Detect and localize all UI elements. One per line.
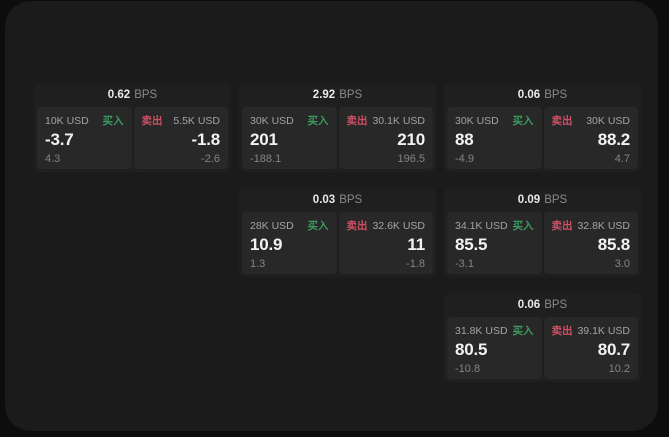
sell-tile[interactable]: 卖出 39.1K USD 80.7 10.2 — [543, 317, 638, 379]
sell-price: 80.7 — [597, 340, 630, 359]
buy-price: 80.5 — [455, 340, 488, 359]
buy-tile[interactable]: 30K USD 买入 88 -4.9 — [447, 107, 542, 169]
sell-label: 卖出 — [346, 115, 368, 127]
buy-change: -10.8 — [455, 363, 481, 375]
sell-tile[interactable]: 卖出 5.5K USD -1.8 -2.6 — [133, 107, 228, 169]
bps-header: 2.92 BPS — [239, 83, 436, 107]
buy-label: 买入 — [307, 220, 329, 232]
quote-card: 0.06 BPS 30K USD 买入 88 -4.9 卖出 30K USD 8… — [444, 83, 641, 172]
buy-tile[interactable]: 10K USD 买入 -3.7 4.3 — [37, 107, 132, 169]
quote-card: 0.03 BPS 28K USD 买入 10.9 1.3 卖出 32.6K US… — [239, 188, 436, 277]
bps-unit: BPS — [134, 89, 158, 101]
sell-size-label: 30.1K USD — [372, 114, 425, 127]
bps-unit: BPS — [339, 194, 363, 206]
buy-tile[interactable]: 30K USD 买入 201 -188.1 — [242, 107, 337, 169]
sell-change: 10.2 — [608, 363, 630, 375]
buy-label: 买入 — [307, 115, 329, 127]
bps-value: 0.09 — [517, 194, 541, 206]
sell-change: 3.0 — [614, 258, 630, 270]
sell-label: 卖出 — [346, 220, 368, 232]
quote-card: 0.62 BPS 10K USD 买入 -3.7 4.3 卖出 5.5K USD… — [34, 83, 231, 172]
sell-label: 卖出 — [551, 115, 573, 127]
buy-tile[interactable]: 31.8K USD 买入 80.5 -10.8 — [447, 317, 542, 379]
buy-change: -4.9 — [455, 153, 474, 165]
bps-unit: BPS — [339, 89, 363, 101]
buy-change: 1.3 — [250, 258, 266, 270]
buy-label: 买入 — [512, 220, 534, 232]
sell-label: 卖出 — [551, 220, 573, 232]
buy-price: 85.5 — [455, 235, 488, 254]
sell-size-label: 39.1K USD — [577, 324, 630, 337]
quote-card: 2.92 BPS 30K USD 买入 201 -188.1 卖出 30.1K … — [239, 83, 436, 172]
sell-price: 88.2 — [597, 130, 630, 149]
sell-price: 85.8 — [597, 235, 630, 254]
buy-size-label: 30K USD — [250, 114, 294, 127]
bps-unit: BPS — [544, 299, 568, 311]
bps-header: 0.03 BPS — [239, 188, 436, 212]
quote-card: 0.06 BPS 31.8K USD 买入 80.5 -10.8 卖出 39.1… — [444, 293, 641, 382]
bps-header: 0.62 BPS — [34, 83, 231, 107]
buy-price: 10.9 — [250, 235, 283, 254]
buy-size-label: 10K USD — [45, 114, 89, 127]
bps-value: 0.62 — [107, 89, 131, 101]
buy-size-label: 28K USD — [250, 219, 294, 232]
sell-price: 210 — [397, 130, 425, 149]
buy-size-label: 34.1K USD — [455, 219, 508, 232]
sell-size-label: 32.6K USD — [372, 219, 425, 232]
buy-label: 买入 — [512, 325, 534, 337]
buy-label: 买入 — [512, 115, 534, 127]
bps-unit: BPS — [544, 89, 568, 101]
sell-size-label: 32.8K USD — [577, 219, 630, 232]
sell-price: 11 — [407, 235, 425, 254]
buy-price: -3.7 — [45, 130, 74, 149]
buy-tile[interactable]: 34.1K USD 买入 85.5 -3.1 — [447, 212, 542, 274]
sell-price: -1.8 — [191, 130, 221, 149]
buy-price: 201 — [250, 130, 278, 149]
quote-card: 0.09 BPS 34.1K USD 买入 85.5 -3.1 卖出 32.8K… — [444, 188, 641, 277]
buy-size-label: 31.8K USD — [455, 324, 508, 337]
sell-label: 卖出 — [551, 325, 573, 337]
sell-tile[interactable]: 卖出 32.8K USD 85.8 3.0 — [543, 212, 638, 274]
bps-value: 2.92 — [312, 89, 336, 101]
sell-change: -2.6 — [201, 153, 220, 165]
bps-value: 0.06 — [517, 299, 541, 311]
sell-change: -1.8 — [406, 258, 425, 270]
bps-header: 0.09 BPS — [444, 188, 641, 212]
sell-label: 卖出 — [141, 115, 163, 127]
sell-tile[interactable]: 卖出 30.1K USD 210 196.5 — [338, 107, 433, 169]
buy-label: 买入 — [102, 115, 124, 127]
bps-header: 0.06 BPS — [444, 293, 641, 317]
buy-price: 88 — [455, 130, 474, 149]
buy-change: -3.1 — [455, 258, 474, 270]
sell-change: 4.7 — [614, 153, 630, 165]
bps-value: 0.06 — [517, 89, 541, 101]
buy-change: 4.3 — [45, 153, 61, 165]
buy-tile[interactable]: 28K USD 买入 10.9 1.3 — [242, 212, 337, 274]
sell-size-label: 30K USD — [586, 114, 630, 127]
sell-change: 196.5 — [397, 153, 425, 165]
buy-size-label: 30K USD — [455, 114, 499, 127]
sell-tile[interactable]: 卖出 30K USD 88.2 4.7 — [543, 107, 638, 169]
bps-header: 0.06 BPS — [444, 83, 641, 107]
sell-size-label: 5.5K USD — [173, 114, 220, 127]
buy-change: -188.1 — [250, 153, 282, 165]
bps-value: 0.03 — [312, 194, 336, 206]
bps-unit: BPS — [544, 194, 568, 206]
sell-tile[interactable]: 卖出 32.6K USD 11 -1.8 — [338, 212, 433, 274]
